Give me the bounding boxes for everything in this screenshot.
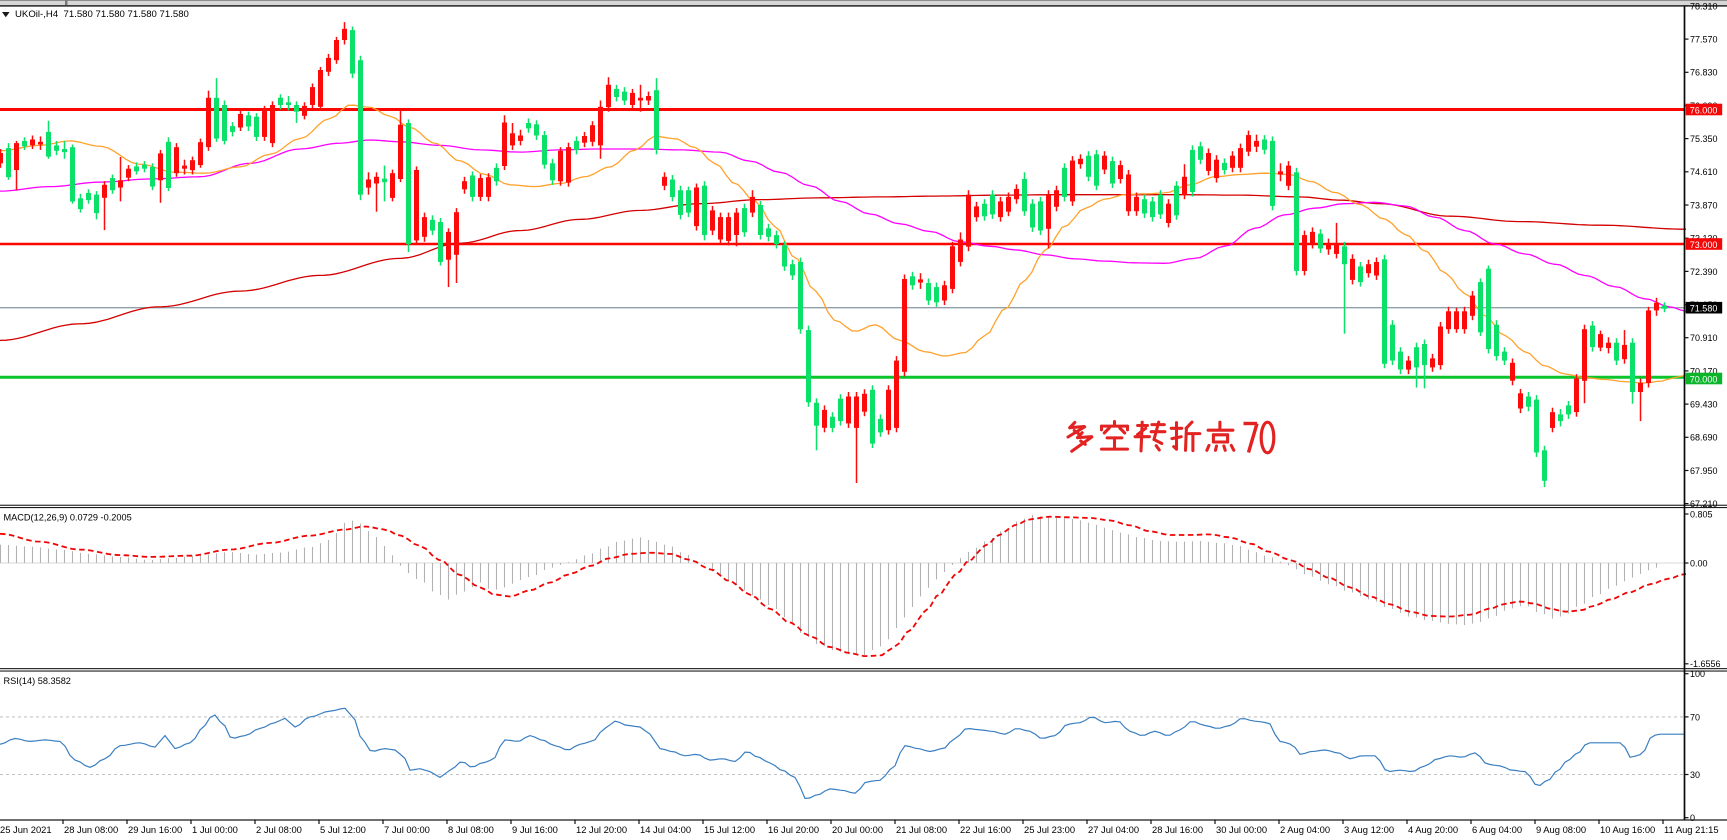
svg-text:7 Jul 00:00: 7 Jul 00:00 xyxy=(384,824,430,835)
svg-text:10 Aug 16:00: 10 Aug 16:00 xyxy=(1600,824,1655,835)
svg-text:20 Jul 00:00: 20 Jul 00:00 xyxy=(832,824,883,835)
svg-text:0.00: 0.00 xyxy=(1690,558,1708,568)
svg-text:30: 30 xyxy=(1690,770,1700,780)
svg-text:16 Jul 20:00: 16 Jul 20:00 xyxy=(768,824,819,835)
svg-text:67.950: 67.950 xyxy=(1690,466,1718,476)
svg-text:29 Jun 16:00: 29 Jun 16:00 xyxy=(128,824,182,835)
svg-text:78.310: 78.310 xyxy=(1690,1,1718,11)
svg-text:11 Aug 21:15: 11 Aug 21:15 xyxy=(1664,824,1719,835)
svg-text:100: 100 xyxy=(1690,669,1705,679)
svg-text:21 Jul 08:00: 21 Jul 08:00 xyxy=(896,824,947,835)
svg-text:5 Jul 12:00: 5 Jul 12:00 xyxy=(320,824,366,835)
svg-text:UKOil-,H4 71.580 71.580 71.58: UKOil-,H4 71.580 71.580 71.580 71.580 xyxy=(15,9,189,20)
svg-text:25 Jul 23:00: 25 Jul 23:00 xyxy=(1024,824,1075,835)
svg-text:69.430: 69.430 xyxy=(1690,400,1718,410)
svg-text:76.000: 76.000 xyxy=(1690,105,1718,115)
svg-text:72.390: 72.390 xyxy=(1690,267,1718,277)
svg-text:12 Jul 20:00: 12 Jul 20:00 xyxy=(576,824,627,835)
svg-text:1 Jul 00:00: 1 Jul 00:00 xyxy=(192,824,238,835)
svg-text:28 Jun 08:00: 28 Jun 08:00 xyxy=(64,824,118,835)
svg-text:0: 0 xyxy=(1690,813,1695,823)
svg-text:71.580: 71.580 xyxy=(1690,304,1718,314)
svg-text:73.000: 73.000 xyxy=(1690,240,1718,250)
svg-text:22 Jul 16:00: 22 Jul 16:00 xyxy=(960,824,1011,835)
svg-text:2 Aug 04:00: 2 Aug 04:00 xyxy=(1280,824,1330,835)
svg-text:-1.6556: -1.6556 xyxy=(1690,659,1721,669)
svg-text:14 Jul 04:00: 14 Jul 04:00 xyxy=(640,824,691,835)
svg-text:68.690: 68.690 xyxy=(1690,433,1718,443)
svg-text:73.870: 73.870 xyxy=(1690,200,1718,210)
svg-text:28 Jul 16:00: 28 Jul 16:00 xyxy=(1152,824,1203,835)
svg-text:70.000: 70.000 xyxy=(1690,374,1718,384)
svg-text:67.210: 67.210 xyxy=(1690,499,1718,509)
svg-text:15 Jul 12:00: 15 Jul 12:00 xyxy=(704,824,755,835)
svg-text:4 Aug 20:00: 4 Aug 20:00 xyxy=(1408,824,1458,835)
svg-text:MACD(12,26,9) 0.0729 -0.2005: MACD(12,26,9) 0.0729 -0.2005 xyxy=(4,512,132,522)
svg-text:9 Jul 16:00: 9 Jul 16:00 xyxy=(512,824,558,835)
svg-text:27 Jul 04:00: 27 Jul 04:00 xyxy=(1088,824,1139,835)
svg-text:6 Aug 04:00: 6 Aug 04:00 xyxy=(1472,824,1522,835)
svg-text:75.350: 75.350 xyxy=(1690,134,1718,144)
svg-text:3 Aug 12:00: 3 Aug 12:00 xyxy=(1344,824,1394,835)
svg-text:30 Jul 00:00: 30 Jul 00:00 xyxy=(1216,824,1267,835)
svg-text:2 Jul 08:00: 2 Jul 08:00 xyxy=(256,824,302,835)
svg-text:25 Jun 2021: 25 Jun 2021 xyxy=(0,824,52,835)
svg-text:0.805: 0.805 xyxy=(1690,509,1713,519)
svg-text:9 Aug 08:00: 9 Aug 08:00 xyxy=(1536,824,1586,835)
svg-text:76.830: 76.830 xyxy=(1690,68,1718,78)
svg-text:77.570: 77.570 xyxy=(1690,35,1718,45)
svg-text:70.910: 70.910 xyxy=(1690,333,1718,343)
svg-text:RSI(14) 58.3582: RSI(14) 58.3582 xyxy=(4,676,71,686)
svg-text:8 Jul 08:00: 8 Jul 08:00 xyxy=(448,824,494,835)
svg-text:70: 70 xyxy=(1690,712,1700,722)
svg-text:74.610: 74.610 xyxy=(1690,167,1718,177)
svg-text:70.170: 70.170 xyxy=(1690,366,1718,376)
